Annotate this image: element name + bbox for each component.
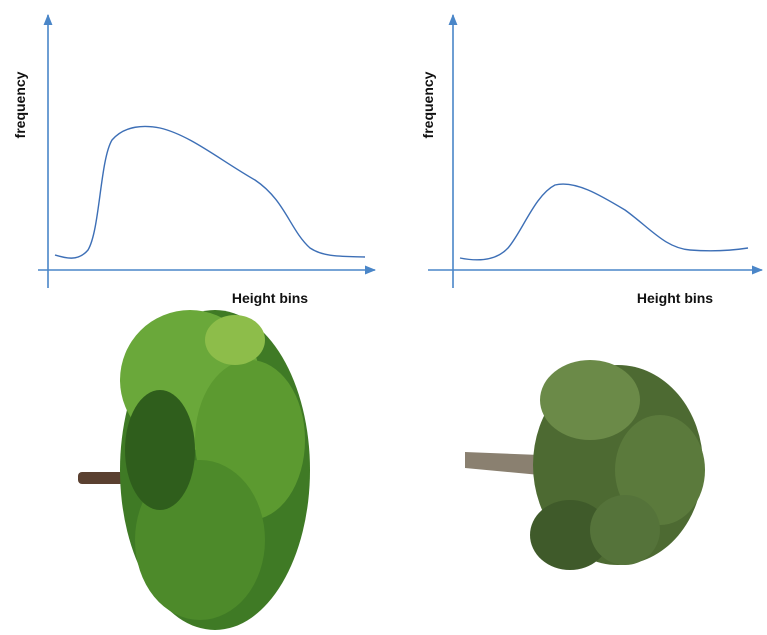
right-panel: frequency Height bins xyxy=(420,13,764,306)
distribution-curve xyxy=(459,183,749,261)
tree-image xyxy=(78,310,310,630)
canopy xyxy=(590,495,660,565)
x-axis-label: Height bins xyxy=(637,290,713,306)
left-panel: frequency Height bins xyxy=(12,13,377,306)
canopy xyxy=(530,500,610,570)
y-axis-label: frequency xyxy=(12,71,28,138)
x-axis-label: Height bins xyxy=(232,290,308,306)
tree-image xyxy=(465,360,705,570)
distribution-curve xyxy=(54,125,366,259)
canopy xyxy=(205,315,265,365)
canopy xyxy=(540,360,640,440)
canopy xyxy=(125,390,195,510)
y-axis-label: frequency xyxy=(420,71,436,138)
